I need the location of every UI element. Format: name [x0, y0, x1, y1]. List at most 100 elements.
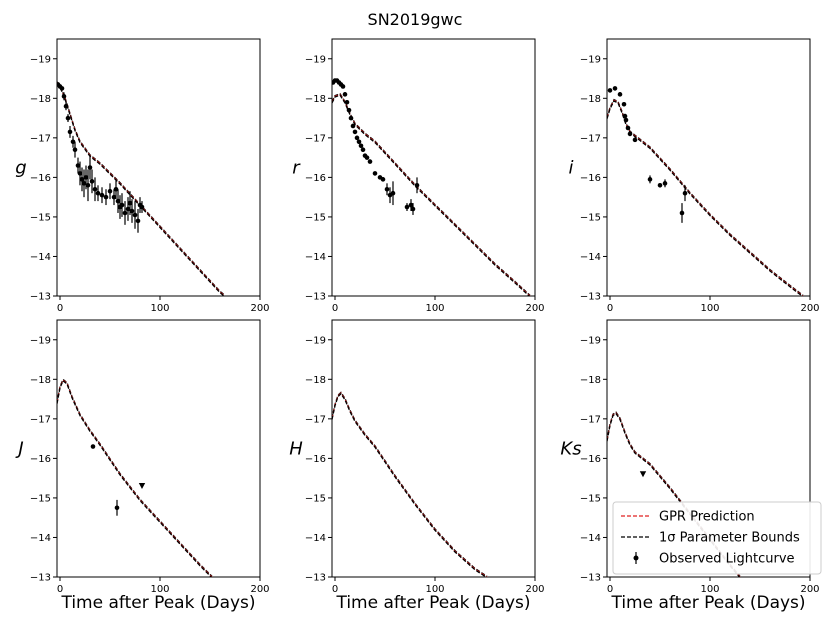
panel-j: −19 −18 −17 −16 −15 −14 −13 0 100 200 J Time after … — [15, 319, 270, 613]
y-tick-label: −17 — [580, 414, 601, 425]
x-tick-label: 0 — [57, 303, 63, 314]
observed-point — [89, 169, 95, 194]
panel-g: −19 −18 −17 −16 −15 −14 −13 0 100 200 g — [15, 38, 270, 314]
legend-box — [612, 501, 822, 575]
observed-point — [358, 143, 364, 149]
gpr-prediction-line — [332, 392, 488, 577]
observed-point — [85, 169, 91, 202]
band-label-i: i — [568, 158, 573, 179]
plot-area — [332, 391, 488, 577]
y-tick-label: −19 — [30, 335, 51, 346]
observed-point — [612, 86, 618, 91]
sigma-bound-line — [332, 391, 488, 577]
x-tick-label: 200 — [800, 303, 819, 314]
observed-point — [115, 189, 121, 213]
x-axis-label: Time after Peak (Days) — [60, 593, 255, 613]
plot-frame — [331, 38, 536, 297]
observed-point — [607, 88, 613, 93]
y-tick-label: −18 — [305, 375, 326, 386]
legend-label: Observed Lightcurve — [659, 552, 795, 567]
observed-point — [657, 182, 663, 188]
observed-point — [352, 129, 358, 135]
plot-frame — [56, 319, 261, 578]
x-tick-label: 0 — [607, 584, 613, 595]
observed-point — [367, 159, 373, 164]
observed-point — [92, 177, 98, 202]
observed-point — [372, 171, 378, 176]
y-tick-label: −13 — [305, 292, 326, 303]
plot-area — [57, 81, 226, 296]
observed-point — [350, 123, 356, 129]
y-tick-label: −16 — [580, 173, 601, 184]
y-tick-label: −16 — [305, 173, 326, 184]
panels: −19 −18 −17 −16 −15 −14 −13 0 100 200 g −19 −18 −17 −1… — [15, 38, 820, 613]
observed-point — [72, 141, 78, 158]
observed-point — [380, 177, 386, 182]
band-label-h: H — [289, 439, 303, 460]
observed-point — [346, 107, 352, 113]
observed-point — [90, 444, 96, 449]
band-label-r: r — [292, 158, 301, 179]
observed-point — [132, 201, 138, 229]
y-tick-label: −14 — [305, 533, 326, 544]
legend-entry: 1σ Parameter Bounds — [621, 531, 800, 546]
x-tick-label: 0 — [332, 584, 338, 595]
observed-point — [364, 155, 370, 160]
band-label-g: g — [15, 158, 26, 179]
legend: GPR Prediction 1σ Parameter Bounds Observe… — [612, 501, 822, 575]
observed-point — [622, 113, 628, 119]
observed-point — [61, 92, 67, 101]
plot-area — [332, 78, 531, 296]
x-tick-label: 0 — [607, 303, 613, 314]
band-label-ks: Ks — [560, 439, 581, 460]
observed-point — [63, 102, 69, 111]
y-tick-label: −13 — [580, 292, 601, 303]
y-tick-label: −17 — [30, 133, 51, 144]
sigma-bound-line — [607, 412, 741, 577]
observed-point — [623, 117, 629, 123]
observed-point — [103, 189, 109, 206]
observed-point — [627, 131, 633, 137]
band-label-j: J — [15, 439, 23, 460]
observed-point — [79, 167, 85, 192]
x-axis-label: Time after Peak (Days) — [610, 593, 805, 613]
y-tick-label: −18 — [30, 375, 51, 386]
y-tick-label: −13 — [30, 292, 51, 303]
observed-point — [67, 125, 73, 138]
observed-point — [340, 84, 346, 89]
observed-point — [77, 161, 83, 186]
y-tick-label: −19 — [580, 54, 601, 65]
observed-point — [135, 209, 141, 233]
observed-point — [119, 193, 125, 217]
panel-r: −19 −18 −17 −16 −15 −14 −13 0 100 200 r — [292, 38, 545, 314]
x-tick-label: 200 — [250, 584, 269, 595]
upper-limit-marker — [138, 483, 146, 490]
x-axis-label: Time after Peak (Days) — [335, 593, 530, 613]
plot-area — [607, 411, 741, 577]
observed-point — [122, 201, 128, 225]
y-tick-label: −18 — [580, 94, 601, 105]
y-tick-label: −13 — [580, 573, 601, 584]
y-tick-label: −13 — [30, 573, 51, 584]
observed-point — [139, 201, 145, 213]
y-tick-label: −15 — [305, 212, 326, 223]
observed-point — [113, 179, 119, 200]
sigma-bound-line — [332, 92, 531, 296]
y-tick-label: −14 — [305, 252, 326, 263]
plot-area — [57, 378, 213, 577]
observed-point — [662, 179, 668, 188]
x-tick-label: 200 — [800, 584, 819, 595]
observed-point — [354, 135, 360, 141]
sigma-bound-line — [607, 100, 804, 296]
y-tick-label: −15 — [580, 493, 601, 504]
x-tick-label: 100 — [150, 303, 169, 314]
plot-frame — [606, 319, 811, 578]
observed-point — [621, 101, 627, 107]
y-tick-label: −16 — [580, 454, 601, 465]
y-tick-label: −15 — [580, 212, 601, 223]
plot-frame — [606, 38, 811, 297]
y-tick-label: −17 — [305, 414, 326, 425]
y-tick-label: −16 — [30, 454, 51, 465]
y-tick-label: −14 — [580, 252, 601, 263]
